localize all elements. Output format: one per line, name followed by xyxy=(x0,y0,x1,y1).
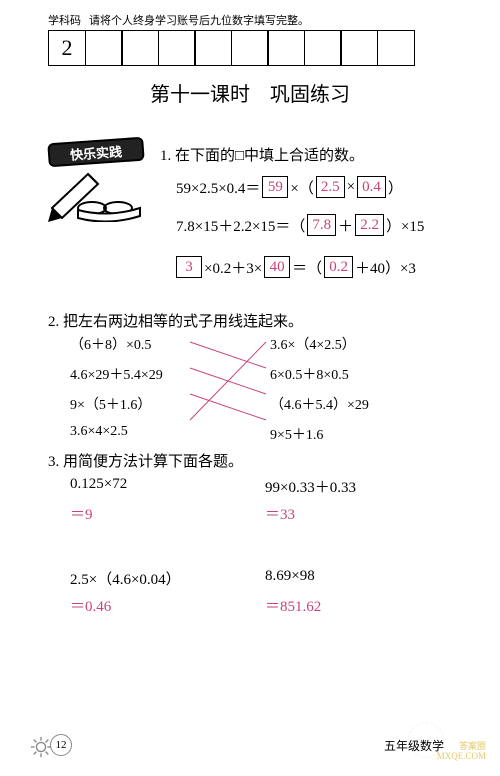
watermark: 答案圈 MXQE.COM xyxy=(437,742,486,762)
pencil-book-icon xyxy=(48,168,144,222)
q1-l3-box-b: 40 xyxy=(264,256,290,278)
account-code-boxes: 2 xyxy=(48,30,415,66)
q1-l1-box-c: 0.4 xyxy=(357,176,386,198)
q3-prob-2: 2.5×（4.6×0.04） xyxy=(70,568,265,589)
q1-expr-1: 59×2.5×0.4＝ 59 ×（ 2.5 × 0.4 ） xyxy=(176,176,403,198)
q1-l1-box-a: 59 xyxy=(262,176,288,198)
code-box-2 xyxy=(121,30,159,66)
q2-prompt: 2. 把左右两边相等的式子用线连起来。 xyxy=(48,310,303,331)
code-box-9 xyxy=(377,30,415,66)
code-box-6 xyxy=(267,30,305,66)
q1-l1-post: ） xyxy=(388,177,403,198)
calc-area: 0.125×7299×0.33＋0.33＝9＝33 2.5×（4.6×0.04）8… xyxy=(70,476,460,656)
q3-ans-3: ＝851.62 xyxy=(265,595,460,616)
match-right-0: 3.6×（4×2.5） xyxy=(270,334,369,354)
happy-practice-block: 快乐实践 xyxy=(48,140,148,230)
happy-practice-label: 快乐实践 xyxy=(47,137,144,168)
account-prompt: 请将个人终身学习账号后九位数字填写完整。 xyxy=(89,12,309,28)
match-area: （6＋8）×0.5 4.6×29＋5.4×29 9×（5＋1.6） 3.6×4×2.5… xyxy=(70,334,450,440)
match-left-2: 9×（5＋1.6） xyxy=(70,394,163,414)
code-box-4 xyxy=(194,30,232,66)
q3-prompt: 3. 用简便方法计算下面各题。 xyxy=(48,450,243,471)
q1-l1-pre: 59×2.5×0.4＝ xyxy=(176,177,260,198)
watermark-line2: MXQE.COM xyxy=(437,752,486,762)
match-left-3: 3.6×4×2.5 xyxy=(70,424,163,440)
match-right-col: 3.6×（4×2.5） 6×0.5＋8×0.5 （4.6＋5.4）×29 9×5＋1.… xyxy=(270,334,369,444)
lesson-title: 第十一课时 巩固练习 xyxy=(0,78,500,107)
code-box-1 xyxy=(85,30,123,66)
q1-l1-mid1: ×（ xyxy=(290,177,313,198)
q1-l1-box-b: 2.5 xyxy=(316,176,345,198)
gear-icon xyxy=(30,736,52,758)
q3-prob-0: 0.125×72 xyxy=(70,476,265,497)
code-box-5 xyxy=(231,30,269,66)
q1-l2-mid: ＋ xyxy=(338,215,353,236)
q1-l2-box-b: 2.2 xyxy=(355,214,384,236)
q3-ans-0: ＝9 xyxy=(70,503,265,524)
q3-ans-2: ＝0.46 xyxy=(70,595,265,616)
code-box-3 xyxy=(158,30,196,66)
match-left-0: （6＋8）×0.5 xyxy=(70,334,163,354)
code-box-8 xyxy=(340,30,378,66)
match-right-3: 9×5＋1.6 xyxy=(270,424,369,444)
match-right-1: 6×0.5＋8×0.5 xyxy=(270,364,369,384)
match-left-1: 4.6×29＋5.4×29 xyxy=(70,364,163,384)
subject-code-label: 学科码 xyxy=(48,12,81,28)
q1-l2-pre: 7.8×15＋2.2×15＝（ xyxy=(176,215,305,236)
q1-expr-3: 3 ×0.2＋3× 40 ＝（ 0.2 ＋40）×3 xyxy=(176,256,416,278)
page-number: 12 xyxy=(50,734,72,756)
q3-prob-1: 99×0.33＋0.33 xyxy=(265,476,460,497)
q1-l2-post: ）×15 xyxy=(386,215,424,236)
footer-grade: 五年级数学 xyxy=(384,737,444,754)
match-right-2: （4.6＋5.4）×29 xyxy=(270,394,369,414)
q1-l3-box-a: 3 xyxy=(176,256,202,278)
q1-prompt: 1. 在下面的□中填上合适的数。 xyxy=(160,144,364,165)
match-left-col: （6＋8）×0.5 4.6×29＋5.4×29 9×（5＋1.6） 3.6×4×2.5 xyxy=(70,334,163,440)
q1-l3-mid1: ×0.2＋3× xyxy=(204,257,262,278)
q3-ans-1: ＝33 xyxy=(265,503,460,524)
q3-prob-3: 8.69×98 xyxy=(265,568,460,589)
q1-expr-2: 7.8×15＋2.2×15＝（ 7.8 ＋ 2.2 ）×15 xyxy=(176,214,424,236)
q1-l3-post: ＋40）×3 xyxy=(355,257,416,278)
q1-l3-mid2: ＝（ xyxy=(292,257,322,278)
q1-l1-mid2: × xyxy=(347,179,355,196)
code-box-7 xyxy=(304,30,342,66)
code-box-0: 2 xyxy=(48,30,86,66)
q1-l3-box-c: 0.2 xyxy=(324,256,353,278)
q1-l2-box-a: 7.8 xyxy=(307,214,336,236)
